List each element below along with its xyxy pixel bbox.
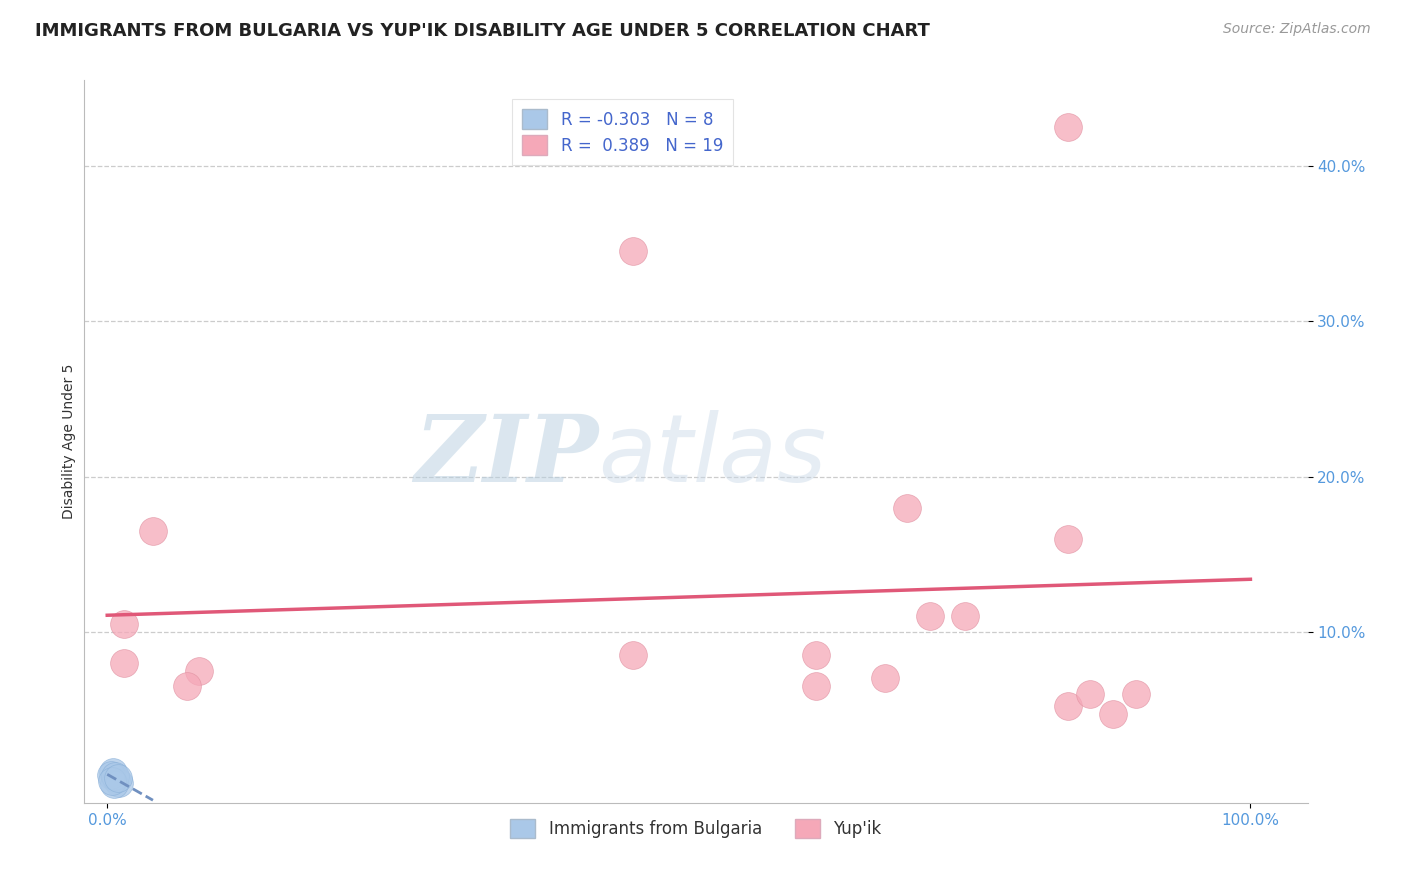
Point bbox=[621, 244, 644, 259]
Point bbox=[1125, 687, 1147, 701]
Point bbox=[1056, 120, 1078, 134]
Y-axis label: Disability Age Under 5: Disability Age Under 5 bbox=[62, 364, 76, 519]
Point bbox=[187, 664, 209, 678]
Point bbox=[873, 672, 896, 686]
Text: IMMIGRANTS FROM BULGARIA VS YUP'IK DISABILITY AGE UNDER 5 CORRELATION CHART: IMMIGRANTS FROM BULGARIA VS YUP'IK DISAB… bbox=[35, 22, 929, 40]
Point bbox=[1056, 699, 1078, 714]
Point bbox=[107, 775, 129, 789]
Point bbox=[107, 771, 129, 785]
Point bbox=[1102, 707, 1125, 722]
Point bbox=[953, 609, 976, 624]
Text: Source: ZipAtlas.com: Source: ZipAtlas.com bbox=[1223, 22, 1371, 37]
Text: atlas: atlas bbox=[598, 410, 827, 501]
Point bbox=[896, 500, 918, 515]
Point bbox=[1080, 687, 1102, 701]
Legend: Immigrants from Bulgaria, Yup'ik: Immigrants from Bulgaria, Yup'ik bbox=[503, 813, 889, 845]
Point bbox=[103, 777, 125, 791]
Point bbox=[804, 679, 827, 693]
Point bbox=[104, 769, 127, 783]
Point bbox=[920, 609, 942, 624]
Point bbox=[100, 768, 122, 782]
Point bbox=[804, 648, 827, 663]
Point bbox=[112, 617, 135, 632]
Point bbox=[105, 772, 128, 787]
Point bbox=[142, 524, 165, 538]
Point bbox=[176, 679, 198, 693]
Point bbox=[101, 774, 124, 789]
Point bbox=[112, 656, 135, 670]
Point bbox=[1056, 532, 1078, 546]
Text: ZIP: ZIP bbox=[413, 411, 598, 501]
Point bbox=[101, 764, 124, 779]
Point bbox=[621, 648, 644, 663]
